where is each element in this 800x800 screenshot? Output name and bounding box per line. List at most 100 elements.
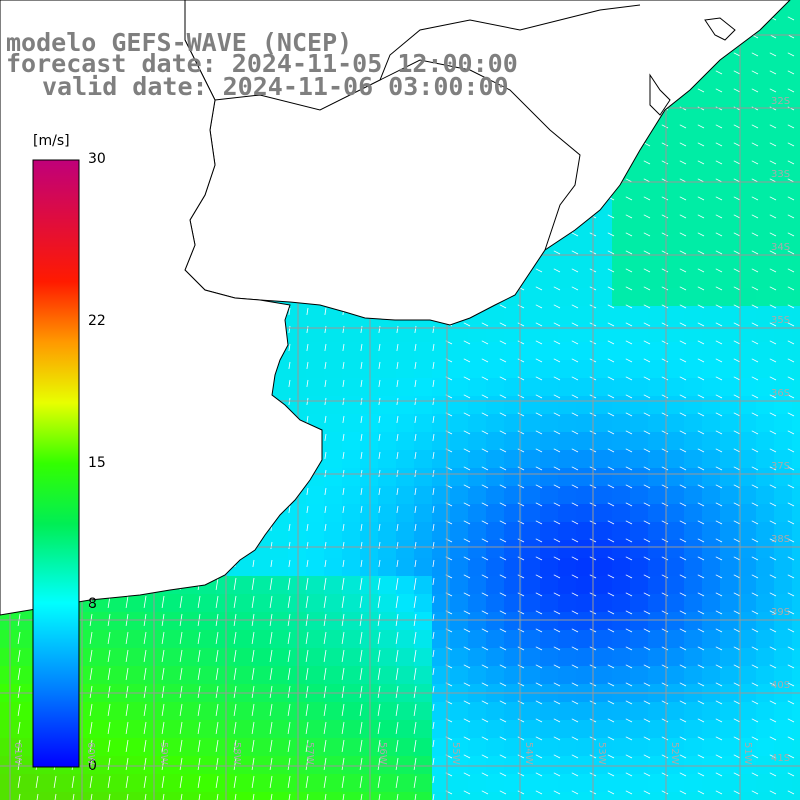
wind-arrow [751,484,759,489]
wind-arrow [414,379,417,387]
wind-arrow [715,520,723,525]
wind-arrow [553,268,561,273]
wind-arrow [607,682,615,687]
wind-arrow [679,664,687,669]
wind-arrow [288,541,291,549]
wind-arrow [499,754,507,759]
wind-arrow [251,667,255,680]
wind-arrow [643,322,651,327]
wind-arrow [481,718,489,723]
wind-arrow [625,214,633,219]
wind-arrow [481,340,489,345]
wind-arrow [143,703,147,716]
wind-arrow [306,523,309,531]
wind-arrow [179,757,183,770]
wind-arrow [233,757,237,770]
wind-arrow [607,772,615,777]
wind-arrow [571,250,579,255]
wind-arrow [661,682,669,687]
wind-arrow [697,664,705,669]
colorbar-tick-label: 30 [88,151,106,167]
wind-arrow [769,124,777,129]
latitude-label: 34S [771,242,791,253]
wind-arrow [751,790,759,795]
wind-arrow [571,268,579,273]
wind-arrow [395,685,399,698]
wind-arrow [607,484,615,489]
wind-arrow [360,379,363,387]
wind-arrow [323,703,327,716]
wind-arrow [751,772,759,777]
wind-arrow [661,628,669,633]
wind-arrow [395,631,399,644]
wind-arrow [769,430,777,435]
wind-arrow [607,574,615,579]
wind-arrow [697,700,705,705]
wind-arrow [17,649,21,662]
wind-arrow [324,343,327,351]
latitude-label: 32S [771,96,791,107]
wind-arrow [625,286,633,291]
wind-arrow [733,484,741,489]
wind-arrow [89,757,93,770]
wind-arrow [625,466,633,471]
wind-arrow [395,595,399,608]
wind-arrow [107,667,111,680]
wind-arrow [751,268,759,273]
latitude-label: 33S [771,169,791,180]
wind-arrow [643,196,651,201]
wind-arrow [751,70,759,75]
wind-arrow [553,718,561,723]
wind-arrow [215,703,219,716]
wind-arrow [535,376,543,381]
wind-arrow [751,520,759,525]
wind-arrow [661,790,669,795]
wind-arrow [715,448,723,453]
wind-arrow [571,718,579,723]
wind-arrow [306,307,309,315]
wind-arrow [787,700,795,705]
wind-arrow [432,685,435,693]
wind-arrow [679,772,687,777]
wind-arrow [661,484,669,489]
wind-arrow [751,232,759,237]
wind-arrow [733,592,741,597]
wind-arrow [697,718,705,723]
wind-arrow [517,502,525,507]
wind-arrow [679,124,687,129]
wind-arrow [553,466,561,471]
wind-arrow [517,754,525,759]
wind-arrow [251,757,255,770]
wind-arrow [341,721,345,734]
wind-arrow [715,304,723,309]
wind-arrow [377,631,381,644]
wind-arrow [607,502,615,507]
wind-arrow [769,304,777,309]
wind-arrow [323,775,327,788]
wind-arrow [359,739,363,752]
wind-arrow [697,394,705,399]
wind-arrow [432,559,435,567]
wind-arrow [342,559,345,567]
wind-arrow [625,358,633,363]
wind-arrow [625,268,633,273]
wind-arrow [787,754,795,759]
wind-arrow [697,682,705,687]
wind-arrow [233,577,237,590]
wind-arrow [661,214,669,219]
wind-arrow [481,322,489,327]
wind-arrow [233,775,237,788]
wind-arrow [697,340,705,345]
wind-arrow [661,412,669,417]
wind-arrow [107,739,111,752]
wind-arrow [661,142,669,147]
wind-arrow [233,739,237,752]
wind-arrow [625,412,633,417]
wind-arrow [697,736,705,741]
wind-arrow [679,628,687,633]
wind-arrow [787,538,795,543]
wind-arrow [661,322,669,327]
wind-arrow [306,325,309,333]
wind-arrow [571,484,579,489]
wind-arrow [733,430,741,435]
